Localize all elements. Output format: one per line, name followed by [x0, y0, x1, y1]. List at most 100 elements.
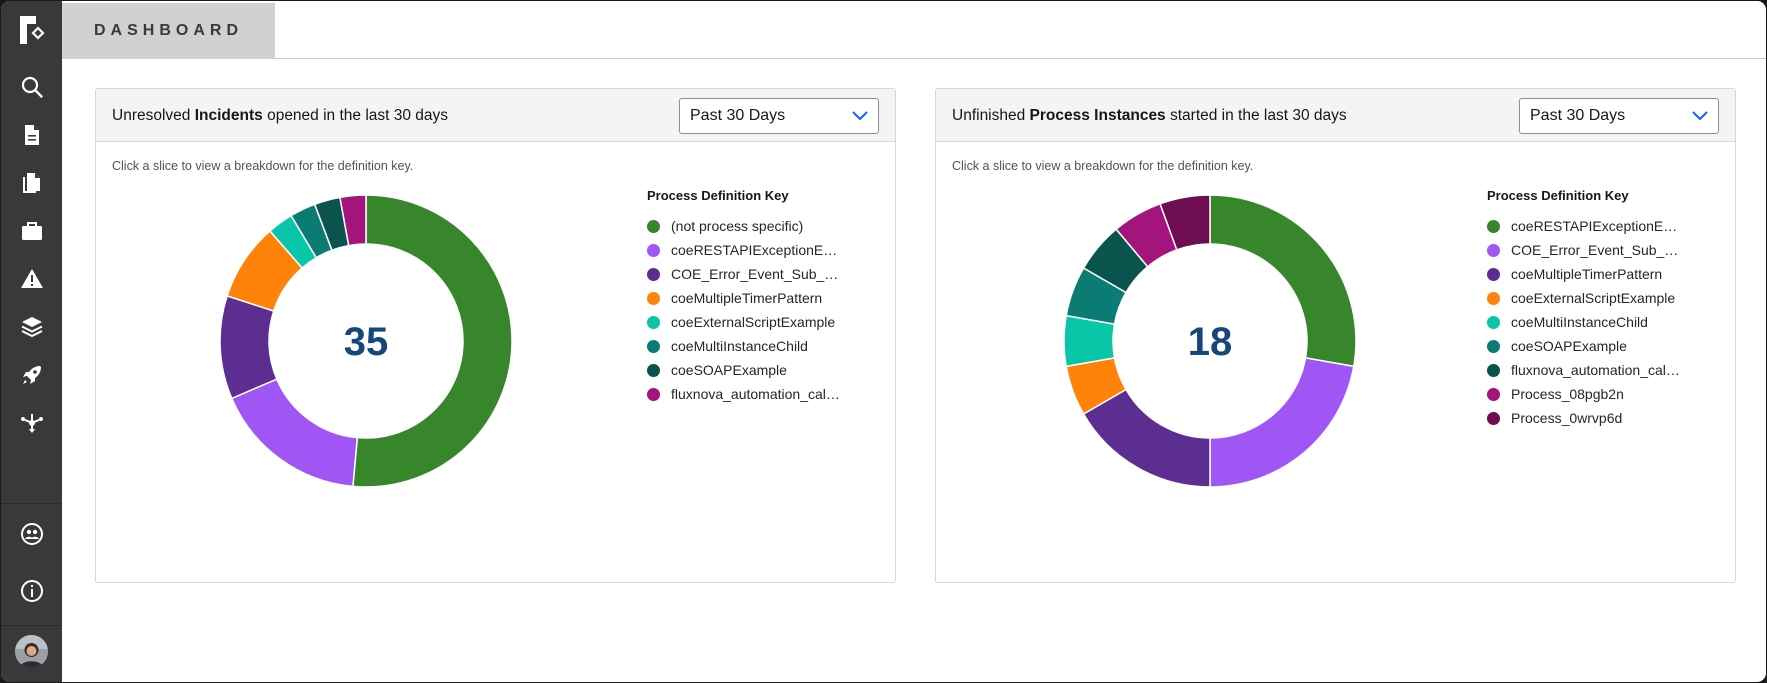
- legend-item[interactable]: coeMultiInstanceChild: [647, 334, 877, 358]
- app-logo[interactable]: [1, 1, 62, 59]
- legend-label: coeRESTAPIExceptionE…: [671, 242, 838, 258]
- legend-item[interactable]: COE_Error_Event_Sub_…: [1487, 238, 1717, 262]
- legend-item[interactable]: Process_0wrvp6d: [1487, 406, 1717, 430]
- legend-label: Process_08pgb2n: [1511, 386, 1624, 402]
- incidents-legend-title: Process Definition Key: [647, 188, 789, 203]
- instances-legend-title: Process Definition Key: [1487, 188, 1629, 203]
- legend-label: coeRESTAPIExceptionE…: [1511, 218, 1678, 234]
- donut-slice[interactable]: [339, 194, 367, 247]
- legend-swatch: [1487, 267, 1500, 281]
- instances-card-title: Unfinished Process Instances started in …: [952, 107, 1347, 124]
- legend-swatch: [1487, 411, 1500, 425]
- legend-item[interactable]: coeSOAPExample: [647, 358, 877, 382]
- sidebar-item-documents[interactable]: [1, 160, 62, 206]
- sidebar-item-flow[interactable]: [1, 400, 62, 446]
- rocket-icon: [22, 366, 41, 384]
- info-icon: [20, 580, 43, 602]
- legend-swatch: [647, 243, 660, 257]
- avatar-icon: [15, 635, 48, 668]
- page-header: DASHBOARD: [62, 1, 1766, 59]
- legend-item[interactable]: COE_Error_Event_Sub_…: [647, 262, 877, 286]
- legend-label: coeSOAPExample: [1511, 338, 1627, 354]
- copy-icon: [22, 173, 40, 193]
- legend-swatch: [1487, 315, 1500, 329]
- instances-donut-chart[interactable]: 18: [1050, 181, 1370, 501]
- user-group-icon: [20, 523, 43, 545]
- sidebar-item-search[interactable]: [1, 64, 62, 110]
- sidebar-divider: [1, 503, 62, 504]
- incidents-donut-chart[interactable]: 35: [206, 181, 526, 501]
- incidents-range-value: Past 30 Days: [690, 107, 786, 124]
- donut-slice[interactable]: [1159, 194, 1211, 251]
- legend-swatch: [1487, 243, 1500, 257]
- sidebar-item-info[interactable]: [1, 568, 62, 614]
- legend-label: COE_Error_Event_Sub_…: [671, 266, 839, 282]
- briefcase-icon: [21, 222, 42, 240]
- donut-slice[interactable]: [352, 194, 513, 488]
- legend-item[interactable]: coeExternalScriptExample: [647, 310, 877, 334]
- sidebar-item-deploy[interactable]: [1, 352, 62, 398]
- donut-svg[interactable]: 18: [1050, 181, 1370, 501]
- instances-range-value: Past 30 Days: [1530, 107, 1626, 124]
- legend-swatch: [647, 339, 660, 353]
- legend-swatch: [647, 363, 660, 377]
- legend-swatch: [647, 387, 660, 401]
- donut-slice[interactable]: [1209, 194, 1357, 368]
- legend-label: coeSOAPExample: [671, 362, 787, 378]
- incidents-hint: Click a slice to view a breakdown for th…: [112, 159, 414, 173]
- donut-slice[interactable]: [230, 378, 359, 488]
- instances-legend: Process Definition Key coeRESTAPIExcepti…: [1487, 188, 1717, 430]
- instances-range-dropdown[interactable]: Past 30 Days: [1519, 98, 1719, 134]
- legend-item[interactable]: coeMultiInstanceChild: [1487, 310, 1717, 334]
- donut-slice[interactable]: [1082, 388, 1211, 488]
- donut-total: 35: [344, 320, 389, 364]
- instances-hint: Click a slice to view a breakdown for th…: [952, 159, 1254, 173]
- legend-label: fluxnova_automation_cal…: [671, 386, 840, 402]
- chevron-down-icon: [1692, 111, 1708, 121]
- legend-item[interactable]: coeRESTAPIExceptionE…: [1487, 214, 1717, 238]
- legend-swatch: [647, 315, 660, 329]
- legend-label: coeExternalScriptExample: [1511, 290, 1676, 306]
- legend-label: coeMultipleTimerPattern: [671, 290, 823, 306]
- donut-slice[interactable]: [1209, 356, 1355, 488]
- legend-item[interactable]: fluxnova_automation_cal…: [647, 382, 877, 406]
- warning-icon: [20, 269, 43, 288]
- legend-swatch: [1487, 291, 1500, 305]
- legend-item[interactable]: Process_08pgb2n: [1487, 382, 1717, 406]
- incidents-card-header: Unresolved Incidents opened in the last …: [96, 89, 895, 142]
- layers-icon: [21, 317, 42, 338]
- legend-label: Process_0wrvp6d: [1511, 410, 1623, 426]
- donut-slice[interactable]: [219, 294, 278, 400]
- legend-item[interactable]: coeMultipleTimerPattern: [1487, 262, 1717, 286]
- legend-item[interactable]: coeSOAPExample: [1487, 334, 1717, 358]
- legend-swatch: [1487, 363, 1500, 377]
- legend-swatch: [647, 291, 660, 305]
- sidebar-item-briefcase[interactable]: [1, 208, 62, 254]
- donut-svg[interactable]: 35: [206, 181, 526, 501]
- sidebar-item-alerts[interactable]: [1, 256, 62, 302]
- donut-total: 18: [1188, 320, 1233, 364]
- legend-swatch: [1487, 387, 1500, 401]
- legend-label: coeExternalScriptExample: [671, 314, 836, 330]
- legend-item[interactable]: coeMultipleTimerPattern: [647, 286, 877, 310]
- tab-dashboard[interactable]: DASHBOARD: [62, 3, 275, 59]
- document-icon: [24, 125, 39, 145]
- sidebar-divider: [1, 625, 62, 626]
- legend-label: coeMultipleTimerPattern: [1511, 266, 1663, 282]
- legend-item[interactable]: (not process specific): [647, 214, 877, 238]
- sidebar-item-users[interactable]: [1, 511, 62, 557]
- legend-item[interactable]: coeExternalScriptExample: [1487, 286, 1717, 310]
- search-icon: [21, 76, 43, 98]
- sidebar: [1, 1, 62, 682]
- legend-item[interactable]: fluxnova_automation_cal…: [1487, 358, 1717, 382]
- flow-icon: [20, 414, 43, 433]
- legend-swatch: [1487, 219, 1500, 233]
- incidents-range-dropdown[interactable]: Past 30 Days: [679, 98, 879, 134]
- incidents-card: Unresolved Incidents opened in the last …: [95, 88, 896, 583]
- sidebar-item-layers[interactable]: [1, 304, 62, 350]
- user-avatar[interactable]: [15, 635, 48, 668]
- legend-item[interactable]: coeRESTAPIExceptionE…: [647, 238, 877, 262]
- legend-label: fluxnova_automation_cal…: [1511, 362, 1680, 378]
- sidebar-item-document[interactable]: [1, 112, 62, 158]
